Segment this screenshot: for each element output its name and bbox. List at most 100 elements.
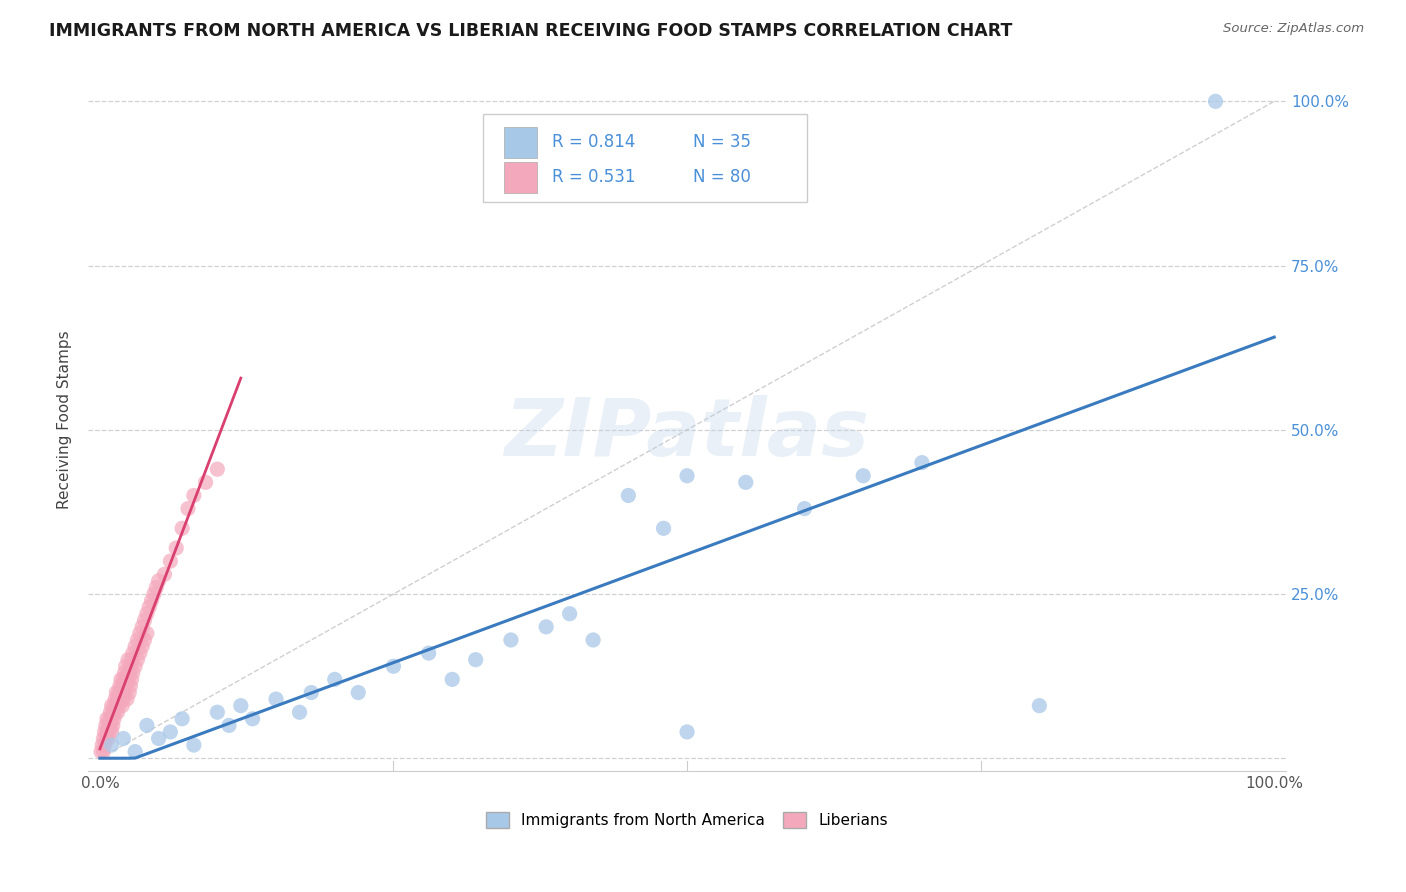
Point: [104, 692, 127, 706]
Point: [1028, 698, 1050, 713]
Point: [676, 725, 699, 739]
Point: [558, 607, 581, 621]
Point: [734, 475, 756, 490]
Text: N = 80: N = 80: [693, 169, 751, 186]
Point: [177, 501, 200, 516]
Point: [148, 731, 170, 746]
Point: [117, 673, 139, 687]
Point: [183, 488, 205, 502]
Point: [382, 659, 405, 673]
Point: [118, 685, 141, 699]
Point: [114, 665, 136, 680]
Point: [218, 718, 240, 732]
Point: [103, 712, 125, 726]
Point: [229, 698, 252, 713]
Point: [1205, 95, 1227, 109]
Point: [94, 731, 117, 746]
Point: [128, 646, 150, 660]
Point: [107, 685, 129, 699]
Text: ZIPatlas: ZIPatlas: [505, 395, 869, 473]
Point: [110, 673, 132, 687]
Point: [98, 712, 121, 726]
Point: [101, 705, 124, 719]
Point: [207, 462, 229, 476]
Text: R = 0.531: R = 0.531: [551, 169, 636, 186]
Point: [111, 679, 134, 693]
Point: [153, 567, 176, 582]
Point: [105, 685, 128, 699]
Point: [107, 705, 129, 719]
Point: [347, 685, 370, 699]
Point: [676, 468, 699, 483]
Point: [100, 718, 122, 732]
Point: [112, 731, 135, 746]
Y-axis label: Receiving Food Stamps: Receiving Food Stamps: [58, 331, 72, 509]
Point: [100, 698, 122, 713]
Point: [110, 685, 132, 699]
Point: [90, 745, 112, 759]
FancyBboxPatch shape: [503, 161, 537, 194]
Point: [135, 718, 157, 732]
Point: [114, 659, 136, 673]
Point: [323, 673, 346, 687]
Point: [96, 725, 118, 739]
Point: [108, 692, 131, 706]
Point: [534, 620, 557, 634]
Point: [121, 653, 143, 667]
Text: IMMIGRANTS FROM NORTH AMERICA VS LIBERIAN RECEIVING FOOD STAMPS CORRELATION CHAR: IMMIGRANTS FROM NORTH AMERICA VS LIBERIA…: [49, 22, 1012, 40]
Point: [299, 685, 322, 699]
Point: [93, 725, 115, 739]
Point: [101, 718, 124, 732]
Point: [131, 620, 153, 634]
Point: [100, 712, 122, 726]
Point: [115, 692, 138, 706]
Point: [93, 738, 115, 752]
Point: [135, 626, 157, 640]
Point: [582, 632, 605, 647]
Point: [141, 593, 163, 607]
Point: [121, 646, 143, 660]
Point: [441, 673, 464, 687]
Point: [165, 541, 187, 555]
Point: [128, 626, 150, 640]
Point: [100, 725, 122, 739]
FancyBboxPatch shape: [484, 114, 807, 202]
Point: [120, 659, 142, 673]
Point: [105, 698, 128, 713]
Point: [114, 679, 136, 693]
Point: [112, 673, 135, 687]
Point: [120, 679, 142, 693]
FancyBboxPatch shape: [503, 127, 537, 158]
Point: [148, 574, 170, 588]
Point: [652, 521, 675, 535]
Point: [118, 665, 141, 680]
Point: [96, 712, 118, 726]
Point: [142, 587, 165, 601]
Text: N = 35: N = 35: [693, 133, 751, 152]
Point: [93, 745, 115, 759]
Point: [793, 501, 815, 516]
Point: [121, 665, 143, 680]
Point: [107, 692, 129, 706]
Point: [288, 705, 311, 719]
Point: [91, 738, 114, 752]
Point: [172, 521, 194, 535]
Point: [103, 698, 125, 713]
Point: [464, 653, 486, 667]
Point: [264, 692, 287, 706]
Point: [100, 738, 122, 752]
Point: [104, 705, 127, 719]
Point: [131, 640, 153, 654]
Point: [94, 718, 117, 732]
Point: [134, 632, 156, 647]
Point: [499, 632, 522, 647]
Point: [134, 613, 156, 627]
Point: [93, 731, 115, 746]
Legend: Immigrants from North America, Liberians: Immigrants from North America, Liberians: [479, 805, 894, 834]
Point: [124, 640, 146, 654]
Point: [127, 653, 149, 667]
Point: [124, 659, 146, 673]
Point: [97, 718, 120, 732]
Point: [194, 475, 217, 490]
Point: [115, 673, 138, 687]
